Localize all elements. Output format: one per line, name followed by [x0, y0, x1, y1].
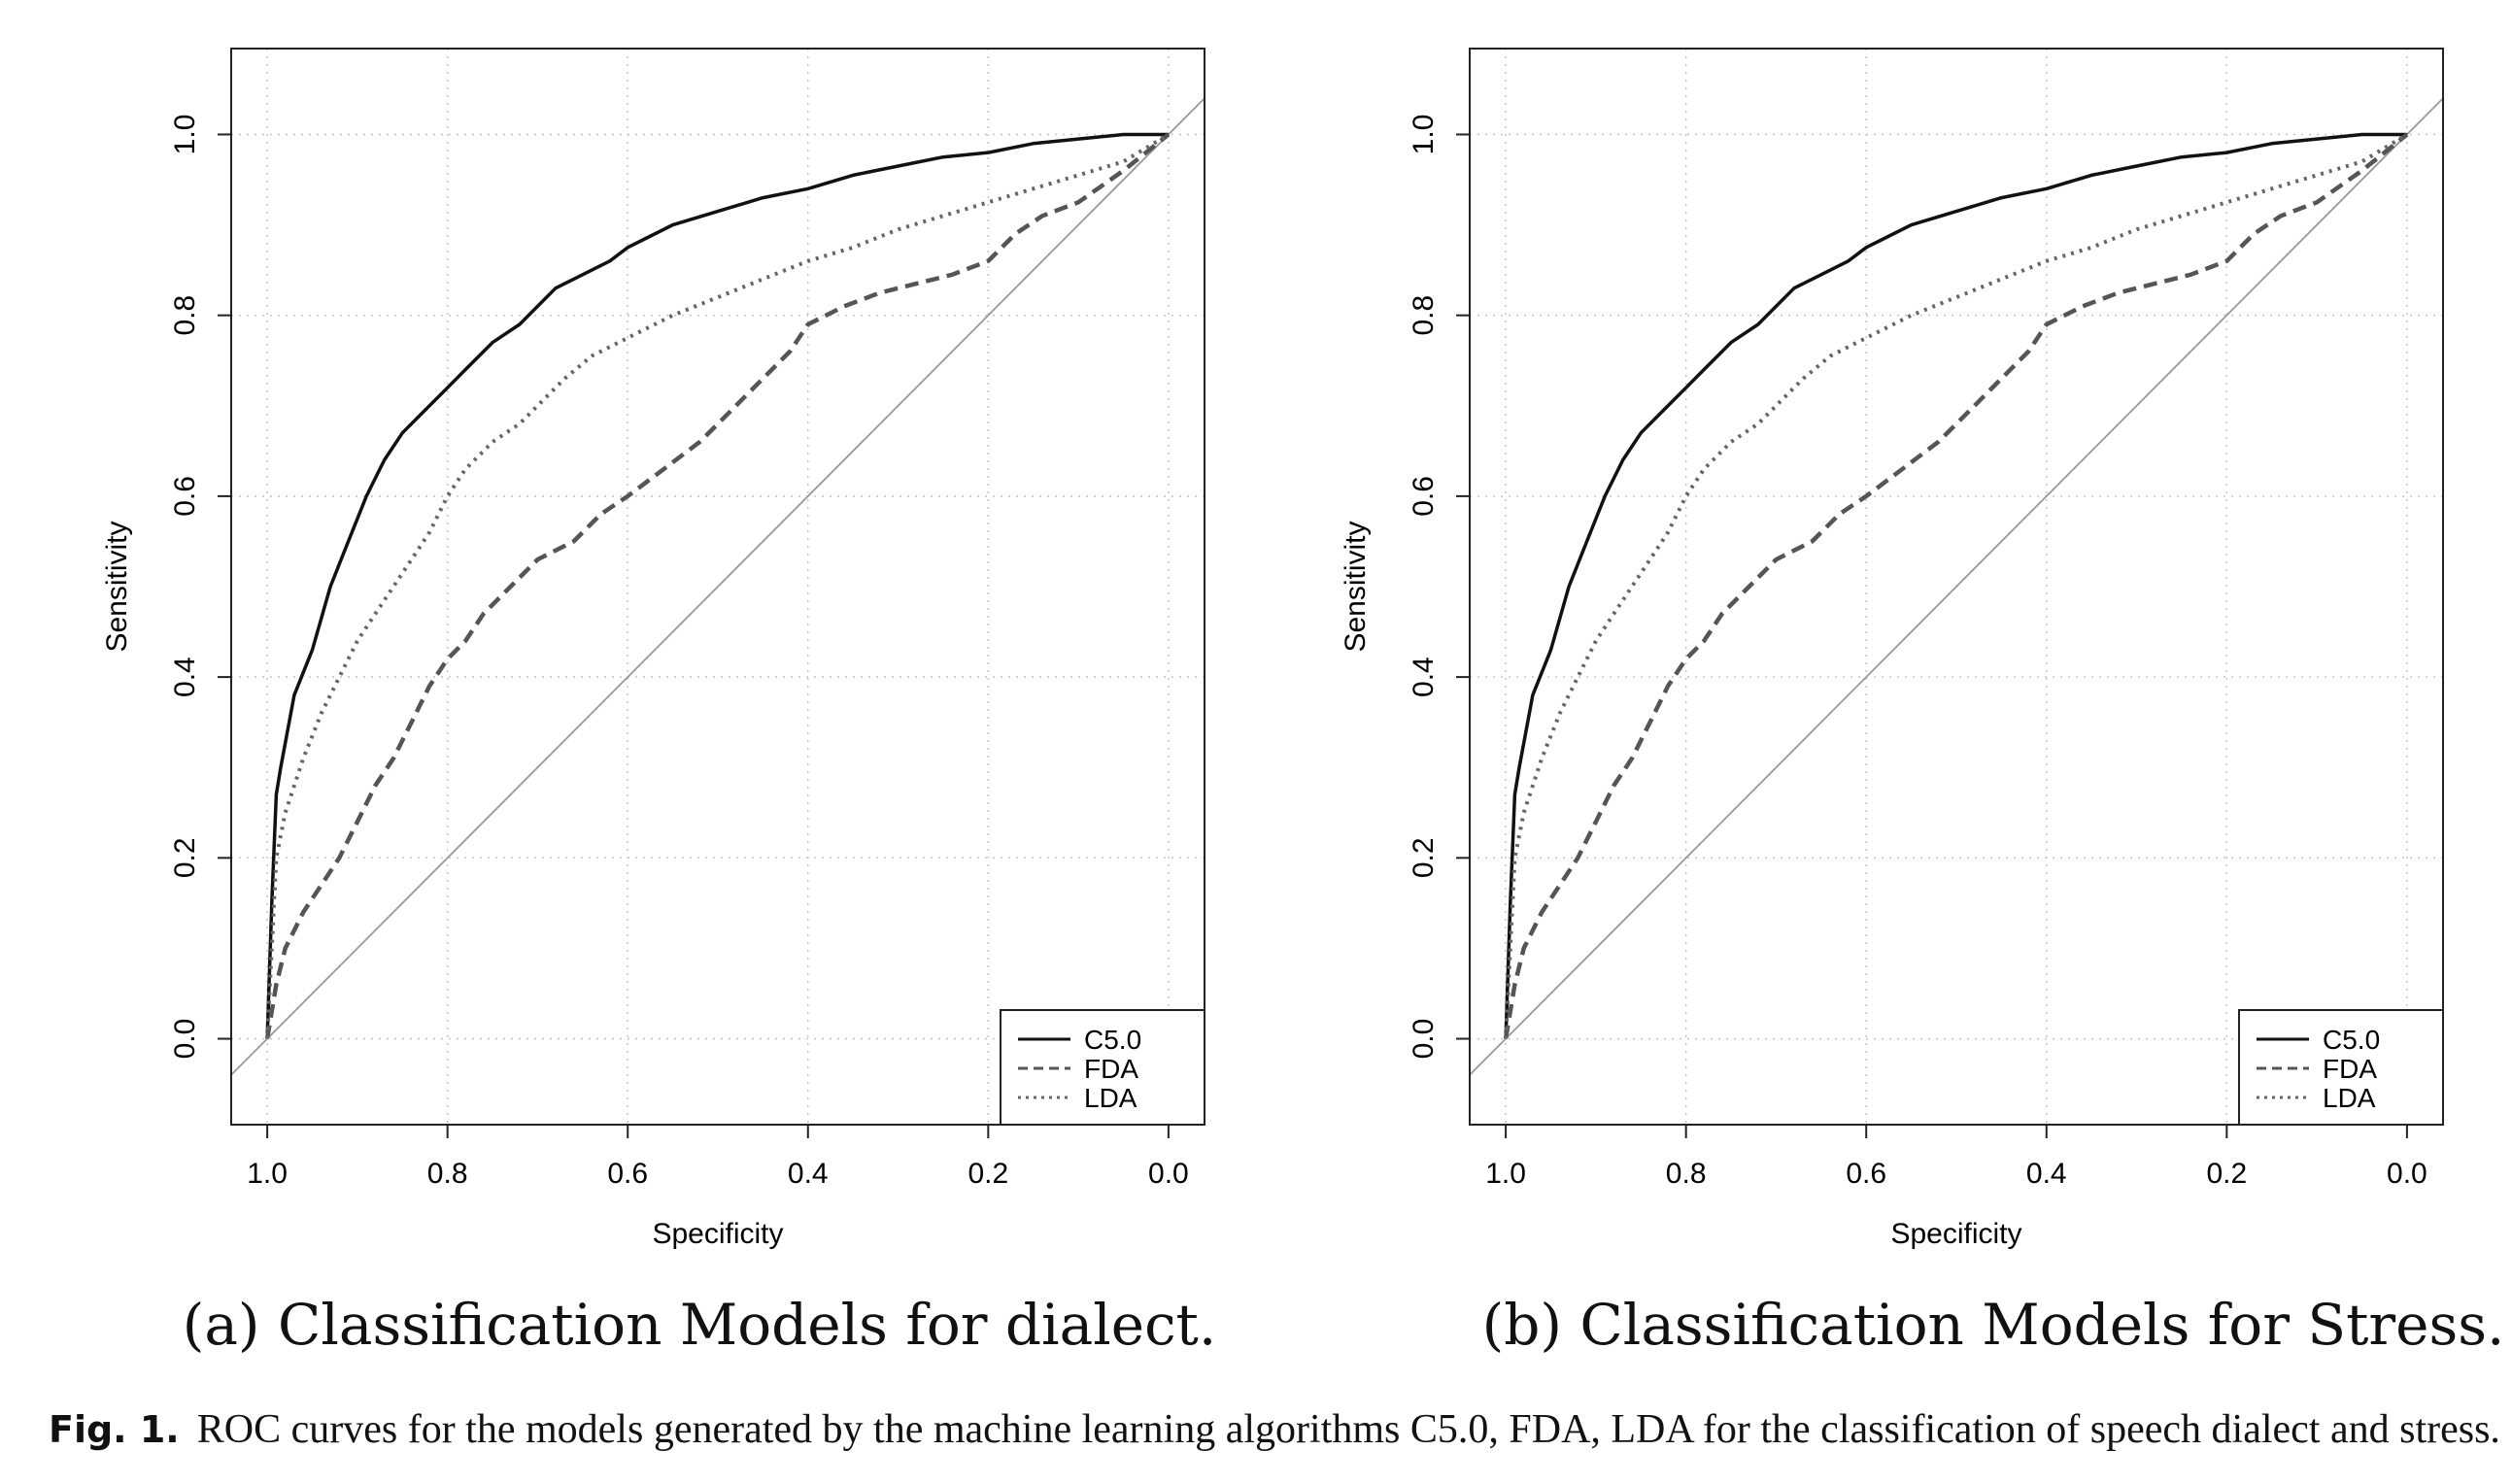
series-line-lda	[1504, 132, 2408, 1039]
x-tick-label: 0.4	[788, 1158, 829, 1190]
y-tick-label: 1.0	[1408, 115, 1440, 155]
series-line-lda	[265, 132, 1170, 1039]
x-tick-label: 0.0	[1148, 1158, 1189, 1190]
legend-label-fda: FDA	[2323, 1054, 2377, 1084]
x-tick-label: 0.0	[2387, 1158, 2427, 1190]
x-tick-label: 0.2	[967, 1158, 1008, 1190]
y-tick-label: 0.8	[169, 295, 201, 336]
plot-frame	[230, 48, 1205, 1126]
series-line-c50	[1504, 132, 2407, 1039]
figure-caption-text: ROC curves for the models generated by t…	[196, 1407, 2500, 1452]
x-tick-label: 0.8	[427, 1158, 468, 1190]
series-line-c50	[265, 132, 1169, 1039]
reference-diagonal	[231, 97, 1205, 1076]
x-axis-label: Specificity	[1890, 1218, 2021, 1250]
y-tick-label: 0.2	[1408, 837, 1440, 878]
y-tick-label: 0.6	[169, 476, 201, 517]
y-axis-label: Sensitivity	[101, 521, 133, 652]
reference-diagonal	[1470, 97, 2443, 1076]
x-axis-label: Specificity	[652, 1218, 783, 1250]
plot-frame	[1469, 48, 2444, 1126]
legend-label-fda: FDA	[1084, 1054, 1138, 1084]
y-tick-label: 0.8	[1408, 295, 1440, 336]
y-tick-label: 1.0	[169, 115, 201, 155]
chart-panel-stress: 1.0 0.8 0.6 0.4 0.2 0.0 0.0 0.2 0.4 0.6 0.8 1.0 Spec…	[1340, 48, 2444, 1250]
figure-caption: Fig. 1. ROC curves for the models generat…	[49, 1406, 2500, 1453]
panel-caption-dialect: (a) Classification Models for dialect.	[182, 1292, 1217, 1358]
y-tick-label: 0.4	[169, 657, 201, 697]
legend-label-c50: C5.0	[1084, 1025, 1141, 1055]
x-tick-label: 0.6	[1846, 1158, 1886, 1190]
y-tick-label: 0.2	[169, 837, 201, 878]
x-tick-label: 0.2	[2206, 1158, 2247, 1190]
chart-panel-dialect: 1.0 0.8 0.6 0.4 0.2 0.0 0.0 0.2 0.4 0.6 0.8 1.0 Spec…	[101, 48, 1205, 1250]
x-tick-label: 0.6	[607, 1158, 648, 1190]
panel-caption-stress: (b) Classification Models for Stress.	[1481, 1292, 2505, 1358]
legend-label-c50: C5.0	[2323, 1025, 2380, 1055]
x-tick-label: 0.8	[1666, 1158, 1707, 1190]
x-tick-label: 1.0	[1485, 1158, 1526, 1190]
y-axis-label: Sensitivity	[1340, 521, 1372, 652]
y-tick-label: 0.4	[1408, 657, 1440, 697]
x-tick-label: 1.0	[247, 1158, 288, 1190]
y-tick-label: 0.6	[1408, 476, 1440, 517]
series-line-fda	[264, 132, 1171, 1039]
legend-label-lda: LDA	[2323, 1083, 2376, 1113]
y-tick-label: 0.0	[1408, 1019, 1440, 1060]
y-tick-label: 0.0	[169, 1019, 201, 1060]
series-line-fda	[1503, 132, 2409, 1039]
figure-caption-label: Fig. 1.	[49, 1408, 180, 1451]
legend-label-lda: LDA	[1084, 1083, 1137, 1113]
x-tick-label: 0.4	[2026, 1158, 2067, 1190]
